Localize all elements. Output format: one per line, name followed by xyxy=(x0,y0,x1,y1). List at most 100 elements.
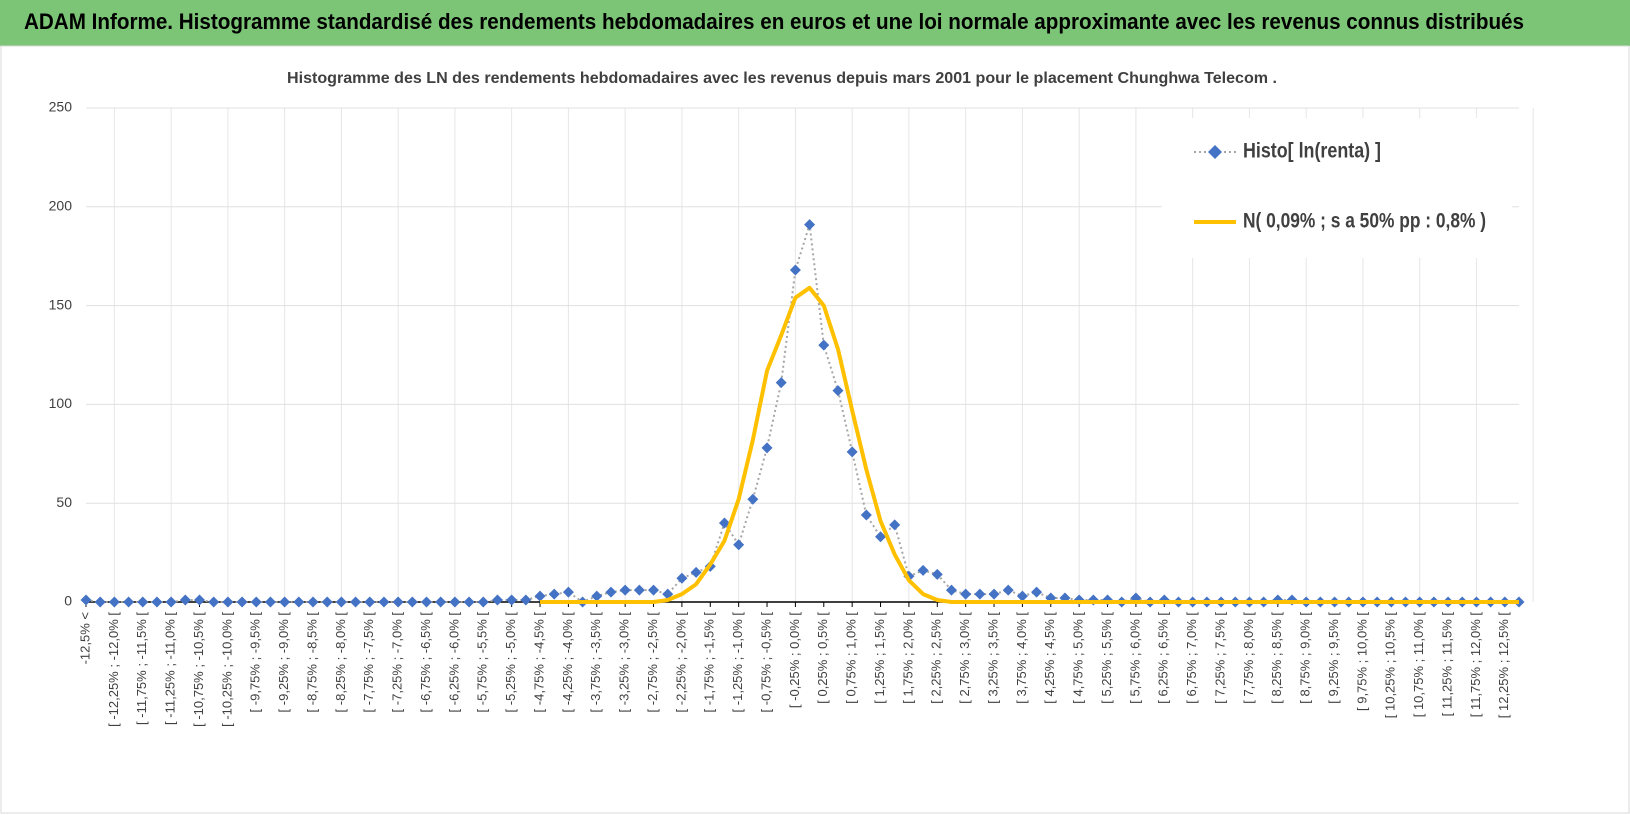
x-tick-label: [ 1,25% ; 1,5% [ xyxy=(872,612,887,704)
data-point xyxy=(236,596,248,608)
data-point xyxy=(506,594,518,606)
x-tick-label: [ -11,25% ; -11,0% [ xyxy=(163,612,178,725)
data-point xyxy=(208,596,220,608)
data-point xyxy=(733,539,745,551)
header-bar xyxy=(0,0,1630,46)
x-tick-label: [ 4,25% ; 4,5% [ xyxy=(1042,612,1057,704)
data-point xyxy=(94,596,106,608)
data-point xyxy=(960,588,972,600)
y-tick-label: 0 xyxy=(64,593,72,609)
data-point xyxy=(293,596,305,608)
data-point xyxy=(165,596,177,608)
x-tick-label: [ -9,25% ; -9,0% [ xyxy=(276,612,291,713)
x-tick-label: [ 4,75% ; 5,0% [ xyxy=(1071,612,1086,704)
data-point xyxy=(775,377,787,389)
x-tick-label: [ 10,25% ; 10,5% [ xyxy=(1383,612,1398,719)
x-tick-label: [ -5,25% ; -5,0% [ xyxy=(503,612,518,713)
data-point xyxy=(832,385,844,397)
x-tick-label: [ 3,75% ; 4,0% [ xyxy=(1014,612,1029,704)
x-tick-label: [ -10,25% ; -10,0% [ xyxy=(219,612,234,727)
x-tick-label: [ -3,25% ; -3,0% [ xyxy=(617,612,632,713)
legend-label: Histo[ ln(renta) ] xyxy=(1243,140,1381,163)
data-point xyxy=(548,588,560,600)
x-tick-label: [ 10,75% ; 11,0% [ xyxy=(1411,612,1426,718)
data-point xyxy=(718,517,730,529)
x-tick-label: [ 0,75% ; 1,0% [ xyxy=(844,612,859,704)
data-point xyxy=(406,596,418,608)
data-point xyxy=(860,509,872,521)
x-tick-label: [ 0,25% ; 0,5% [ xyxy=(815,612,830,704)
data-point xyxy=(123,596,135,608)
data-point xyxy=(378,596,390,608)
x-tick-label: [ -6,25% ; -6,0% [ xyxy=(446,612,461,713)
data-point xyxy=(988,588,1000,600)
data-point xyxy=(974,588,986,600)
data-point xyxy=(307,596,319,608)
x-tick-label: [ 6,75% ; 7,0% [ xyxy=(1184,612,1199,704)
data-point xyxy=(421,596,433,608)
x-tick-label: [ -5,75% ; -5,5% [ xyxy=(475,612,490,713)
x-tick-label: [ 7,25% ; 7,5% [ xyxy=(1212,612,1227,704)
x-tick-label: [ -6,75% ; -6,5% [ xyxy=(418,612,433,713)
x-tick-label: [ -7,75% ; -7,5% [ xyxy=(361,612,376,713)
data-point xyxy=(633,584,645,596)
data-point xyxy=(846,446,858,458)
data-point xyxy=(619,584,631,596)
grid: 0 50 100 150 200 250 -12,5% < [ -12,25% ; -12,0… xyxy=(49,99,1534,727)
data-point xyxy=(875,531,887,543)
data-point xyxy=(194,594,206,606)
legend-marker xyxy=(1208,145,1222,159)
x-tick-label: [ 1,75% ; 2,0% [ xyxy=(900,612,915,704)
data-point xyxy=(137,596,149,608)
data-point xyxy=(1031,586,1043,598)
x-tick-label: [ 7,75% ; 8,0% [ xyxy=(1241,612,1256,704)
series-line xyxy=(85,224,1519,604)
x-tick-label: -12,5% < xyxy=(77,612,92,664)
x-tick-label: [ 5,75% ; 6,0% [ xyxy=(1127,612,1142,704)
data-point xyxy=(463,596,475,608)
data-point xyxy=(747,493,759,505)
data-point xyxy=(321,596,333,608)
x-tick-label: [ 12,25% ; 12,5% [ xyxy=(1496,612,1511,719)
x-tick-label: [ -4,25% ; -4,0% [ xyxy=(560,612,575,713)
data-point xyxy=(108,596,120,608)
data-point xyxy=(789,264,801,276)
series-line xyxy=(540,285,1519,604)
data-point xyxy=(591,590,603,602)
plot xyxy=(80,219,1525,608)
data-point xyxy=(804,219,816,231)
data-point xyxy=(889,519,901,531)
data-point xyxy=(435,596,447,608)
data-point xyxy=(690,566,702,578)
data-point xyxy=(392,596,404,608)
data-point xyxy=(449,596,461,608)
x-tick-label: [ -12,25% ; -12,0% [ xyxy=(106,612,121,727)
x-tick-label: [ 8,75% ; 9,0% [ xyxy=(1298,612,1313,704)
x-tick-label: [ 9,25% ; 9,5% [ xyxy=(1326,612,1341,704)
x-tick-label: [ 9,75% ; 10,0% [ xyxy=(1354,612,1369,711)
chart-title: Histogramme des LN des rendements hebdom… xyxy=(287,70,1277,87)
data-point xyxy=(80,594,92,606)
x-tick-label: [ 6,25% ; 6,5% [ xyxy=(1156,612,1171,704)
data-point xyxy=(917,564,929,576)
data-point xyxy=(222,596,234,608)
x-tick-label: [ -9,75% ; -9,5% [ xyxy=(248,612,263,713)
data-point xyxy=(477,596,489,608)
y-tick-label: 50 xyxy=(56,494,72,510)
chart-border xyxy=(0,45,1630,814)
data-point xyxy=(562,586,574,598)
data-point xyxy=(350,596,362,608)
legend-box xyxy=(1162,118,1512,258)
x-tick-label: [ 8,25% ; 8,5% [ xyxy=(1269,612,1284,704)
x-tick-label: [ -8,75% ; -8,5% [ xyxy=(304,612,319,713)
x-tick-label: [ -0,25% ; 0,0% [ xyxy=(787,612,802,708)
data-point xyxy=(1016,590,1028,602)
x-tick-label: [ 11,75% ; 12,0% [ xyxy=(1468,612,1483,718)
y-tick-label: 150 xyxy=(49,296,73,312)
data-point xyxy=(676,572,688,584)
data-point xyxy=(1002,584,1014,596)
x-tick-label: [ 3,25% ; 3,5% [ xyxy=(985,612,1000,704)
data-point xyxy=(818,339,830,351)
header-title: ADAM Informe. Histogramme standardisé de… xyxy=(24,9,1524,34)
